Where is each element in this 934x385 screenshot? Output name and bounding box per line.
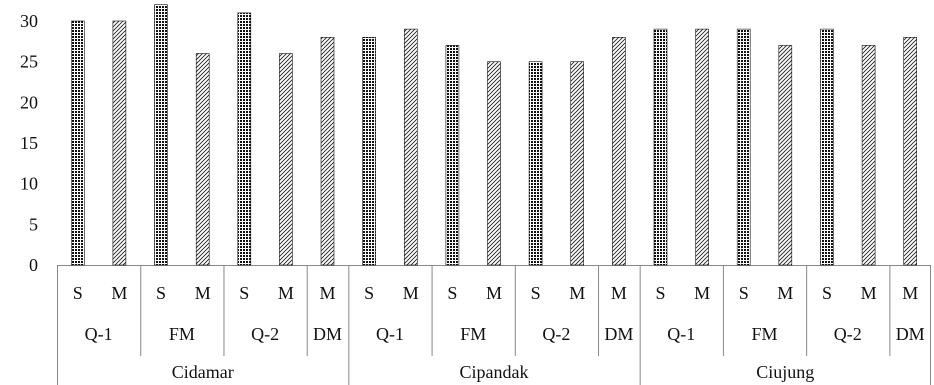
series-tick-label: M (694, 283, 710, 303)
bar-cidamar-dm-m (320, 36, 335, 266)
series-tick-label: M (486, 283, 502, 303)
series-tick-label: S (739, 283, 749, 303)
series-tick-label: M (611, 283, 627, 303)
site-tick-label: Cipandak (460, 362, 529, 382)
group-tick-label: Q-2 (251, 324, 279, 344)
group-tick-label: FM (460, 324, 486, 344)
bar-cidamar-q-2-s (237, 12, 252, 266)
series-tick-label: S (822, 283, 832, 303)
series-tick-label: S (447, 283, 457, 303)
bar-cidamar-fm-s (154, 4, 168, 266)
bar-cidamar-q-2-m (279, 53, 293, 266)
series-tick-label: M (569, 283, 585, 303)
series-tick-label: M (403, 283, 419, 303)
bar-cipandak-fm-s (445, 45, 460, 266)
y-tick-label: 30 (20, 11, 38, 31)
group-tick-label: DM (896, 324, 925, 344)
series-tick-label: M (319, 283, 335, 303)
bar-ciujung-dm-m (903, 36, 918, 266)
bar-cidamar-q-1-s (71, 20, 85, 266)
group-tick-label: Q-2 (542, 324, 570, 344)
bar-cidamar-fm-m (195, 53, 210, 266)
series-tick-label: S (531, 283, 541, 303)
series-tick-label: M (777, 283, 793, 303)
group-tick-label: DM (313, 324, 342, 344)
series-tick-label: M (861, 283, 877, 303)
site-tick-label: Ciujung (756, 362, 814, 382)
series-tick-label: M (195, 283, 211, 303)
y-tick-label: 0 (29, 255, 38, 275)
series-tick-label: S (655, 283, 665, 303)
series-tick-label: S (73, 283, 83, 303)
group-tick-label: Q-2 (834, 324, 862, 344)
series-tick-label: S (364, 283, 374, 303)
y-tick-label: 25 (20, 52, 38, 72)
group-tick-label: Q-1 (667, 324, 695, 344)
bars (71, 4, 918, 266)
group-tick-label: Q-1 (85, 324, 113, 344)
bar-ciujung-q-1-m (695, 28, 709, 266)
y-tick-label: 5 (29, 214, 38, 234)
bar-ciujung-fm-s (736, 28, 751, 266)
bar-cipandak-dm-m (612, 36, 626, 266)
group-tick-label: FM (751, 324, 777, 344)
axes: 0 5 10 15 20 25 30 (20, 11, 931, 385)
bar-cipandak-q-1-m (403, 28, 418, 266)
bar-cipandak-q-1-s (362, 36, 376, 266)
bar-cipandak-q-2-s (528, 61, 543, 266)
group-tick-label: DM (604, 324, 633, 344)
series-tick-label: M (111, 283, 127, 303)
bar-ciujung-q-1-s (653, 28, 668, 266)
bar-ciujung-q-2-s (820, 28, 834, 266)
category-labels: S M Q-1 S M FM S M Q-2 M DM Cidamar S M Q-1 S M FM S M Q-2 M D… (73, 283, 925, 382)
group-tick-label: Q-1 (376, 324, 404, 344)
series-tick-label: M (278, 283, 294, 303)
bar-cipandak-fm-m (487, 61, 501, 266)
bar-cipandak-q-2-m (570, 61, 585, 266)
series-tick-label: S (239, 283, 249, 303)
bar-cidamar-q-1-m (112, 20, 127, 266)
group-tick-label: FM (169, 324, 195, 344)
y-tick-label: 15 (20, 133, 38, 153)
y-tick-label: 20 (20, 92, 38, 112)
site-tick-label: Cidamar (172, 362, 234, 382)
bar-ciujung-q-2-m (861, 45, 876, 266)
y-tick-label: 10 (20, 174, 38, 194)
series-tick-label: S (156, 283, 166, 303)
series-tick-label: M (902, 283, 918, 303)
bar-ciujung-fm-m (778, 45, 793, 266)
